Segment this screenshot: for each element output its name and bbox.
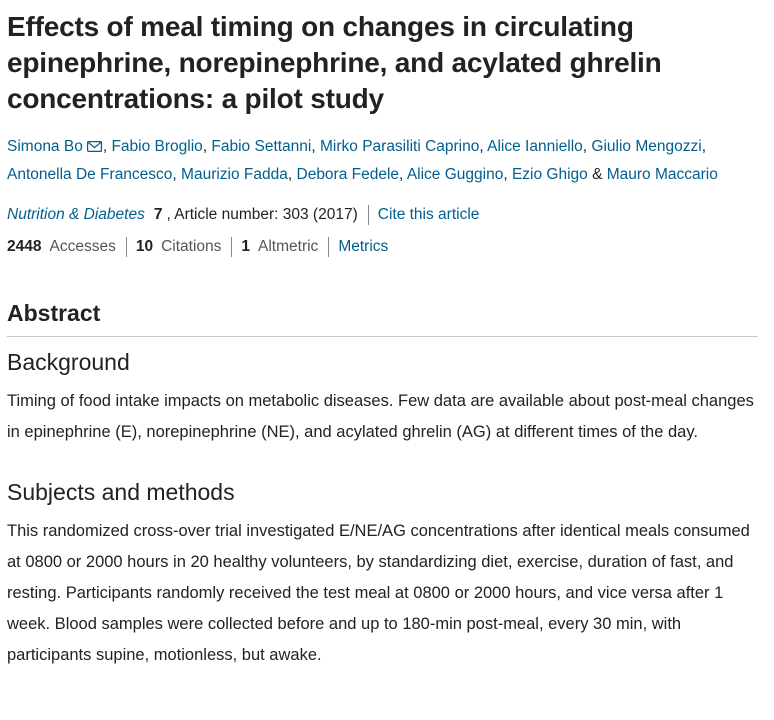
abstract-section-methods: Subjects and methods This randomized cro… xyxy=(7,477,758,671)
section-heading: Background xyxy=(7,349,130,375)
author-link[interactable]: Alice Guggino xyxy=(406,166,504,183)
author-separator: , xyxy=(399,166,407,183)
citations-label: Citations xyxy=(161,238,222,255)
cite-this-article-link[interactable]: Cite this article xyxy=(377,206,480,223)
divider xyxy=(328,237,330,257)
accesses-count: 2448 xyxy=(7,238,42,255)
author-separator: , xyxy=(311,138,320,155)
author-separator: , xyxy=(582,138,592,155)
mail-icon[interactable] xyxy=(86,141,102,152)
author-list: Simona Bo, Fabio Broglio, Fabio Settanni… xyxy=(7,133,767,189)
journal-volume: 7 xyxy=(153,206,163,223)
altmetric-count: 1 xyxy=(241,238,251,255)
author-separator: , xyxy=(287,166,297,183)
journal-link[interactable]: Nutrition & Diabetes xyxy=(7,206,145,223)
author-link[interactable]: Giulio Mengozzi xyxy=(591,138,702,155)
abstract-section-background: Background Timing of food intake impacts… xyxy=(7,347,758,448)
author-link[interactable]: Alice Ianniello xyxy=(487,138,583,155)
section-paragraph: This randomized cross-over trial investi… xyxy=(7,522,750,664)
citation-line: Nutrition & Diabetes 7 , Article number:… xyxy=(7,204,758,226)
author-link[interactable]: Antonella De Francesco xyxy=(7,166,173,183)
author-link[interactable]: Fabio Broglio xyxy=(111,138,203,155)
abstract-heading: Abstract xyxy=(7,298,758,337)
author-link[interactable]: Simona Bo xyxy=(7,138,83,155)
metrics-link[interactable]: Metrics xyxy=(338,238,389,255)
author-link[interactable]: Mirko Parasiliti Caprino xyxy=(320,138,480,155)
article-metrics: 2448 Accesses 10 Citations 1 Altmetric M… xyxy=(7,236,758,258)
author-link[interactable]: Fabio Settanni xyxy=(211,138,312,155)
author-conjunction: & xyxy=(587,166,607,183)
author-separator: , xyxy=(503,166,512,183)
author-separator: , xyxy=(701,138,706,155)
divider xyxy=(125,237,127,257)
author-link[interactable]: Mauro Maccario xyxy=(606,166,718,183)
author-separator: , xyxy=(202,138,212,155)
author-separator: , xyxy=(172,166,182,183)
author-separator: , xyxy=(479,138,488,155)
section-heading: Subjects and methods xyxy=(7,479,235,505)
article-title: Effects of meal timing on changes in cir… xyxy=(7,11,662,114)
article-number: , Article number: 303 (2017) xyxy=(166,206,358,223)
citations-count: 10 xyxy=(135,238,154,255)
divider xyxy=(231,237,233,257)
author-link[interactable]: Maurizio Fadda xyxy=(181,166,288,183)
author-separator: , xyxy=(102,138,112,155)
accesses-label: Accesses xyxy=(49,238,116,255)
author-link[interactable]: Debora Fedele xyxy=(296,166,400,183)
section-paragraph: Timing of food intake impacts on metabol… xyxy=(7,392,754,441)
divider xyxy=(367,205,369,225)
author-link[interactable]: Ezio Ghigo xyxy=(511,166,588,183)
altmetric-label: Altmetric xyxy=(258,238,319,255)
